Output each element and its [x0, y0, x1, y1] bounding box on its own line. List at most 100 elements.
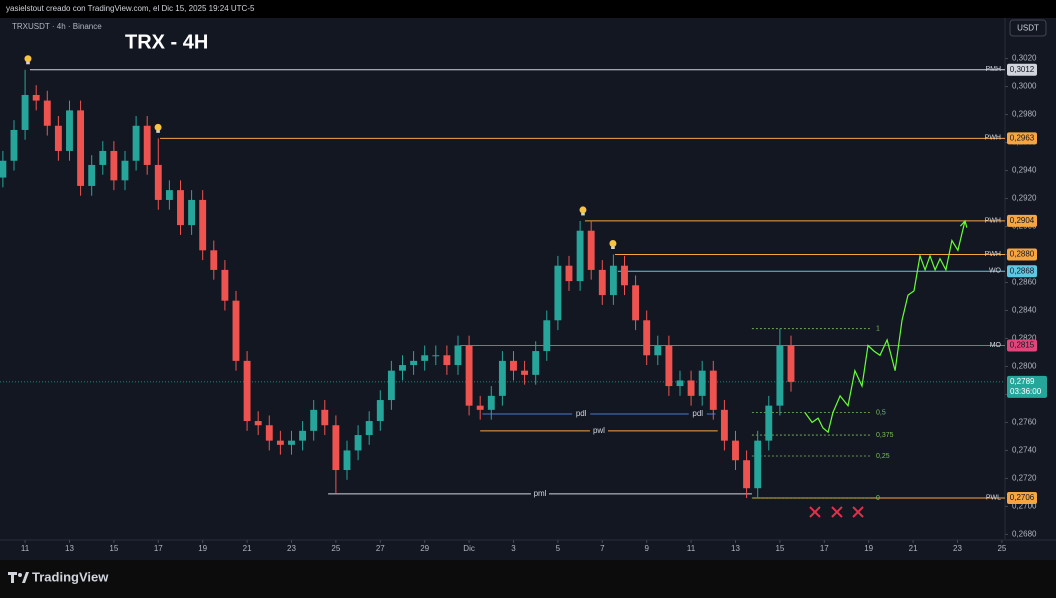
- x-tick-label: 23: [287, 544, 296, 553]
- x-tick-label: 11: [21, 544, 30, 553]
- y-tick-label: 0,2700: [1012, 502, 1037, 511]
- candle-body: [532, 351, 540, 375]
- x-tick-label: 19: [198, 544, 207, 553]
- candle-body: [310, 409, 318, 431]
- candle-body: [720, 409, 728, 441]
- idea-bulb: [579, 206, 587, 216]
- candle-body: [609, 265, 617, 296]
- candle-body: [121, 160, 129, 181]
- y-tick-label: 0,2740: [1012, 446, 1037, 455]
- x-tick-label: 15: [109, 544, 118, 553]
- y-tick-label: 0,3000: [1012, 82, 1037, 91]
- y-tick-label: 0,2860: [1012, 278, 1037, 287]
- candle-body: [254, 421, 262, 426]
- candle-body: [343, 450, 351, 471]
- candle-body: [632, 285, 640, 321]
- segment-label-bg: [531, 488, 550, 499]
- segment-label: pdl: [692, 409, 703, 418]
- candle-body: [765, 405, 773, 441]
- bulb-glass: [24, 55, 32, 63]
- candle-body: [554, 265, 562, 321]
- candle-body: [43, 100, 51, 126]
- candle-body: [432, 355, 440, 357]
- candle-body: [621, 265, 628, 286]
- candle-body: [110, 150, 118, 181]
- candle-body: [221, 269, 229, 301]
- idea-bulb: [24, 55, 32, 65]
- candle-body: [698, 370, 706, 396]
- level-name: PWH: [985, 135, 1001, 142]
- x-tick-label: 21: [243, 544, 252, 553]
- y-tick-label: 0,2720: [1012, 474, 1037, 483]
- brand-name[interactable]: TradingView: [32, 569, 109, 584]
- level-value-label: 0,2880: [1010, 250, 1035, 259]
- candle-body: [188, 199, 196, 226]
- candle-body: [376, 400, 384, 422]
- level-tag: [1007, 63, 1037, 76]
- level-value-label: 0,3012: [1010, 65, 1035, 74]
- x-tick-label: 3: [511, 544, 516, 553]
- candle-body: [476, 405, 484, 410]
- projection-arrowhead: [959, 219, 968, 228]
- candle-body: [66, 110, 73, 151]
- candle-body: [21, 94, 29, 130]
- idea-bulb: [154, 123, 162, 133]
- y-tick-label: 0,2980: [1012, 110, 1037, 119]
- bulb-glass: [609, 240, 617, 248]
- candle-body: [443, 355, 451, 366]
- x-tick-label: 21: [909, 544, 918, 553]
- candle-body: [565, 265, 573, 282]
- segment-label-bg: [589, 425, 608, 436]
- candle-body: [399, 365, 406, 371]
- level-value-label: 0,2904: [1010, 216, 1035, 225]
- x-tick-label: 5: [556, 544, 561, 553]
- candle-body: [10, 129, 18, 161]
- brand-logo: [8, 572, 29, 583]
- candle-body: [643, 320, 651, 356]
- level-name: MO: [990, 342, 1002, 349]
- candle-body: [210, 250, 218, 270]
- candle-body: [387, 370, 395, 401]
- x-tick-label: 9: [644, 544, 649, 553]
- chart-title: TRX - 4H: [125, 31, 208, 53]
- candle-body: [654, 345, 662, 356]
- header-bar: [0, 0, 1056, 18]
- candle-body: [676, 380, 684, 387]
- candle-body: [265, 425, 273, 441]
- currency-box[interactable]: [1009, 19, 1047, 37]
- level-tag: [1007, 492, 1037, 505]
- level-name: PWL: [986, 494, 1001, 501]
- level-tag: [1007, 248, 1037, 261]
- candle-body: [0, 160, 7, 178]
- candle-body: [421, 355, 429, 361]
- bulb-base: [581, 212, 585, 216]
- bulb-base: [156, 130, 160, 133]
- candle-body: [521, 370, 529, 375]
- candle-body: [709, 370, 717, 410]
- footer-bar: [0, 560, 1056, 598]
- candle-body: [321, 409, 329, 426]
- x-tick-label: 13: [65, 544, 74, 553]
- candle-body: [143, 125, 151, 165]
- candle-body: [410, 360, 418, 366]
- x-tick-label: 15: [775, 544, 784, 553]
- y-tick-label: 0,2800: [1012, 362, 1037, 371]
- level-tag: [1007, 214, 1037, 227]
- fib-label: 0: [876, 495, 880, 502]
- y-tick-label: 0,3020: [1012, 54, 1037, 63]
- symbol-line: TRXUSDT · 4h · Binance: [12, 22, 102, 31]
- candle-body: [54, 125, 62, 151]
- y-tick-label: 0,2820: [1012, 334, 1037, 343]
- currency-label[interactable]: USDT: [1017, 24, 1039, 33]
- level-value-label: 0,2868: [1010, 266, 1035, 275]
- level-value-label: 0,2706: [1010, 493, 1035, 502]
- candle-body: [354, 435, 362, 451]
- candle-body: [498, 360, 506, 396]
- candle-body: [365, 421, 373, 436]
- candle-body: [732, 440, 739, 461]
- candle-body: [776, 345, 784, 406]
- candle-body: [99, 150, 107, 165]
- fib-label: 1: [876, 326, 880, 333]
- y-tick-label: 0,2940: [1012, 166, 1037, 175]
